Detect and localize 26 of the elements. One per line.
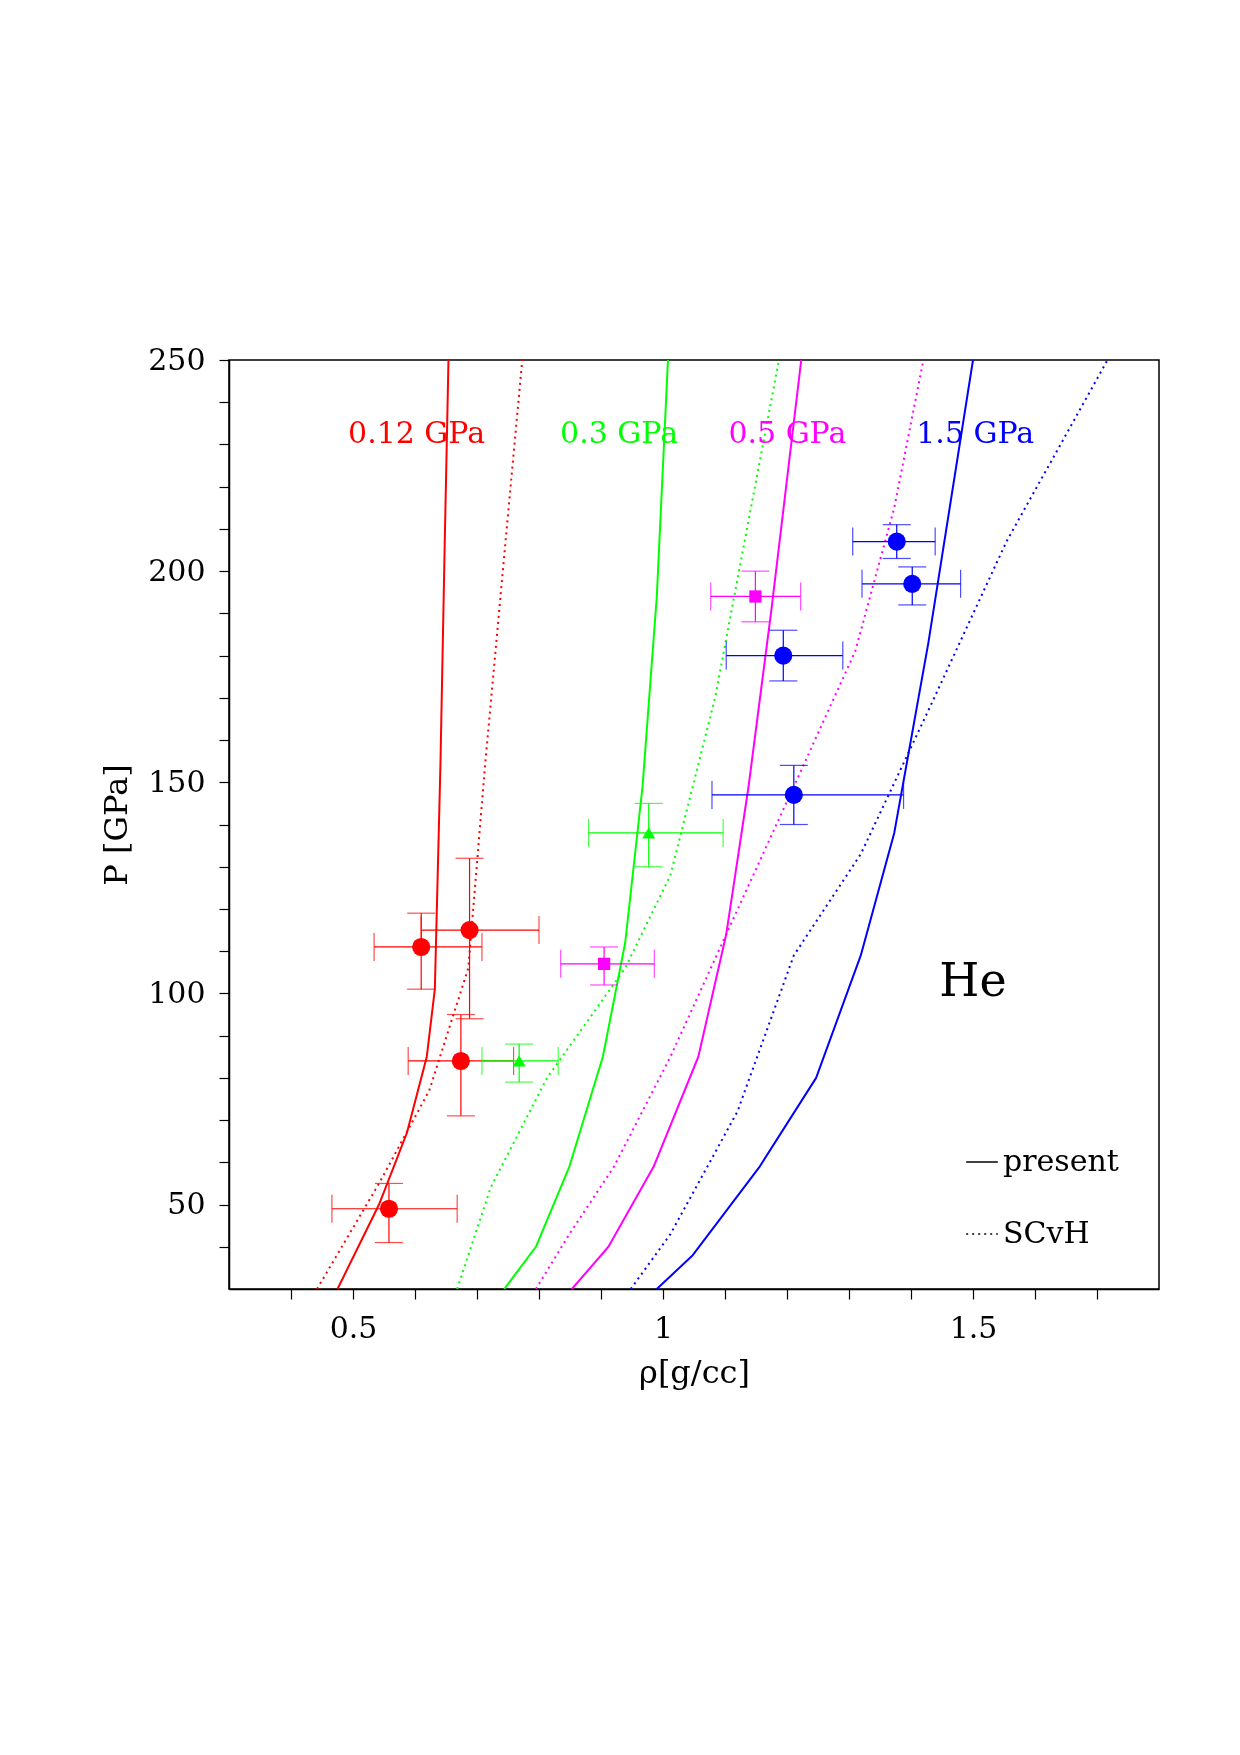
y-tick-label: 250 (148, 341, 206, 377)
point (642, 827, 656, 839)
y-tick-label: 50 (167, 1186, 206, 1222)
point (784, 785, 803, 805)
point (512, 1055, 526, 1067)
point (903, 574, 922, 593)
y-tick-label: 100 (148, 974, 206, 1010)
x-axis-title: ρ[g/cc] (639, 1352, 750, 1391)
point (597, 957, 611, 970)
y-axis-title: P [GPa] (97, 764, 136, 886)
text: SCvH (1003, 1215, 1090, 1250)
text: present (1003, 1143, 1119, 1178)
x-tick-label: 0.5 (329, 1309, 378, 1345)
y-tick-label: 200 (148, 552, 206, 588)
point (887, 532, 906, 551)
point (412, 937, 431, 957)
annotation: He (939, 953, 1007, 1008)
line-series (316, 360, 524, 1289)
x-tick-label: 1.5 (949, 1309, 998, 1345)
point (749, 590, 762, 603)
point (460, 921, 479, 940)
x-tick-label: 1 (653, 1309, 674, 1345)
point (379, 1199, 399, 1218)
y-tick-label: 150 (148, 763, 206, 799)
point (774, 646, 793, 665)
point (451, 1051, 470, 1071)
